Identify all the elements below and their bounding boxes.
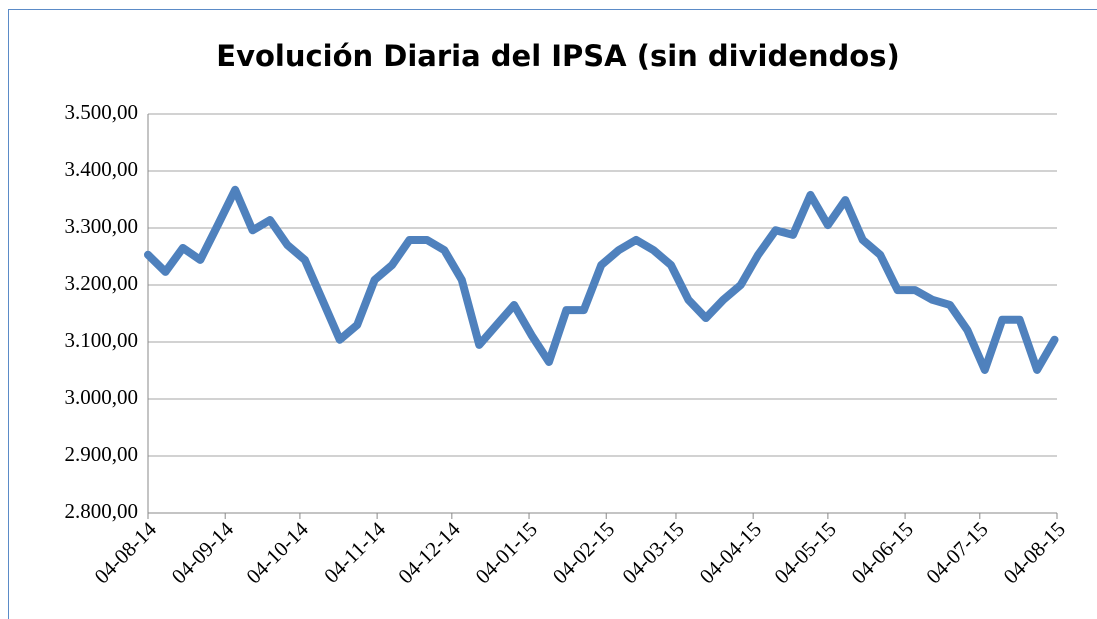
x-tick-label: 04-11-14 (319, 517, 390, 588)
x-tick-label: 04-07-15 (921, 517, 992, 588)
x-tick-label: 04-12-14 (393, 517, 465, 589)
x-tick-label: 04-08-15 (999, 517, 1070, 588)
x-tick-label: 04-02-15 (548, 517, 619, 588)
x-tick-label: 04-06-15 (847, 517, 918, 588)
y-tick-label: 3.400,00 (65, 157, 139, 181)
line-series (144, 185, 1059, 374)
x-tick-label: 04-08-14 (90, 517, 162, 589)
y-tick-label: 3.100,00 (65, 328, 139, 352)
y-tick-label: 3.000,00 (65, 385, 139, 409)
x-tick-label: 04-09-14 (167, 517, 239, 589)
x-tick-label: 04-01-15 (471, 517, 542, 588)
x-tick-label: 04-03-15 (617, 517, 688, 588)
y-tick-label: 3.200,00 (65, 271, 139, 295)
x-tick-label: 04-04-15 (695, 517, 766, 588)
x-tick-label: 04-10-14 (241, 517, 313, 589)
y-tick-label: 3.500,00 (65, 100, 139, 124)
chart-border (8, 9, 1097, 619)
chart-title: Evolución Diaria del IPSA (sin dividendo… (216, 39, 899, 73)
y-tick-label: 2.800,00 (65, 499, 139, 523)
y-tick-label: 3.300,00 (65, 214, 139, 238)
y-tick-label: 2.900,00 (65, 442, 139, 466)
x-tick-label: 04-05-15 (769, 517, 840, 588)
